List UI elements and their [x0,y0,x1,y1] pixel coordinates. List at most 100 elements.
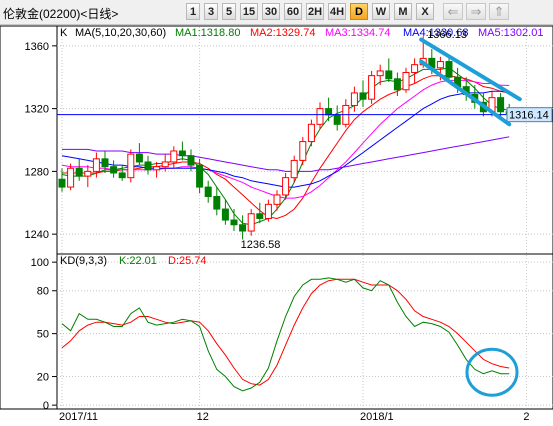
moving-average-lines [61,67,510,226]
period-button-4h[interactable]: 4H [328,3,346,20]
ma-legend: MA1:1318.80 MA2:1329.74 MA3:1334.74 MA4:133… [175,27,543,39]
candle-body [393,78,401,91]
main-y-tick-label: 1320 [25,104,49,116]
candle-body [127,153,135,179]
date-tick-label: 2018/1 [360,411,394,423]
period-button-d[interactable]: D [350,3,368,20]
trend-annotations [57,37,522,397]
main-y-tick-label: 1240 [25,229,49,241]
kd-legend-title: KD(9,3,3) [60,255,107,267]
kd-panel-frame [56,253,553,410]
candle-body [368,75,376,100]
candle-body [282,177,290,196]
kd-k-line [61,277,510,392]
candle-body [221,208,229,221]
candle-body [84,170,92,177]
candle-body [196,164,204,188]
kd-y-tick-label: 100 [31,257,49,269]
candle-body [161,161,169,168]
candle-body [135,153,143,163]
candle-body [436,61,444,69]
main-y-axis: 1240 1280 1320 1360 [25,41,57,241]
nav-forward-button[interactable]: ⇒ [466,3,486,20]
candle-body [497,97,505,113]
candle-body [153,166,161,171]
candle-body [67,167,75,188]
candle-body [385,70,393,80]
ma-legend-item: MA1:1318.80 [175,27,240,39]
candle-body [204,186,212,197]
ma5-line [62,136,510,172]
ma-legend-item: MA2:1329.74 [250,27,315,39]
main-legend-ma-params: MA(5,10,20,30,60) [75,27,166,39]
main-y-tick-label: 1360 [25,41,49,53]
candle-body [290,159,298,179]
candle-body [325,108,333,116]
candle-body [350,92,358,106]
kd-legend: K:22.01 D:25.74 [119,255,207,267]
ma1-line [61,67,510,226]
ma-legend-item: MA4:1330.68 [403,27,468,39]
y-axis-frame [0,25,58,410]
last-price-tag [506,107,553,123]
period-button-3[interactable]: 3 [204,3,218,20]
candle-body [213,196,221,210]
period-button-1[interactable]: 1 [186,3,200,20]
candle-body [411,64,419,74]
channel-lower-line [419,59,512,127]
period-button-m[interactable]: M [394,3,412,20]
date-tick-label: 2 [523,411,529,423]
candle-body [75,167,83,177]
low-price-label: 1236.58 [241,239,281,251]
period-button-w[interactable]: W [372,3,390,20]
candle-body [376,70,384,77]
candle-body [58,178,66,188]
candle-body [359,92,367,100]
main-legend-k: K [60,27,68,39]
period-button-60[interactable]: 60 [284,3,302,20]
kd-legend-item: K:22.01 [119,255,157,267]
candle-body [402,72,410,91]
ma2-line [62,75,510,220]
last-price-value: 1316.14 [509,110,549,122]
high-price-label: 1366.13 [427,29,467,41]
kd-y-tick-label: 20 [37,372,49,384]
candle-body [187,155,195,166]
ma-legend-item: MA3:1334.74 [325,27,390,39]
price-chart[interactable]: 1240 1280 1320 1360 0 20 50 80 100 2017/11 12 201… [0,24,553,426]
nav-back-button[interactable]: ⇐ [443,3,463,20]
candle-body [333,114,341,125]
candle-body [256,213,264,219]
candle-body [144,161,152,171]
candle-body [178,150,186,157]
kd-y-tick-label: 0 [43,400,49,412]
channel-upper-line [419,37,522,102]
candle-body [239,224,247,232]
main-panel-frame [56,25,553,255]
date-tick-label: 12 [197,411,209,423]
date-tick-label: 2017/11 [59,411,98,423]
ma-legend-item: MA5:1302.01 [478,27,543,39]
kd-y-tick-label: 80 [37,286,49,298]
nav-up-button[interactable]: ⇑ [489,3,509,20]
main-y-tick-label: 1280 [25,166,49,178]
chart-toolbar: 伦敦金(02200)<日线> 1 3 5 15 30 60 2H 4H D W M X ⇐ ⇒ ⇑ [0,0,553,25]
kd-legend-item: D:25.74 [168,255,207,267]
candle-body [118,172,126,179]
kd-d-line [61,278,510,386]
candle-body [92,158,100,172]
candle-body [299,141,307,161]
period-button-5[interactable]: 5 [222,3,236,20]
kd-lines [61,277,510,392]
period-button-2h[interactable]: 2H [306,3,324,20]
period-button-30[interactable]: 30 [262,3,280,20]
candle-body [230,219,238,226]
candle-body [101,158,109,168]
period-button-15[interactable]: 15 [240,3,258,20]
instrument-title: 伦敦金(02200)<日线> [3,7,119,21]
period-button-x[interactable]: X [416,3,434,20]
kd-y-tick-label: 50 [37,329,49,341]
kd-highlight-circle [465,347,519,397]
candle-body [170,150,178,163]
candle-body [316,108,324,125]
